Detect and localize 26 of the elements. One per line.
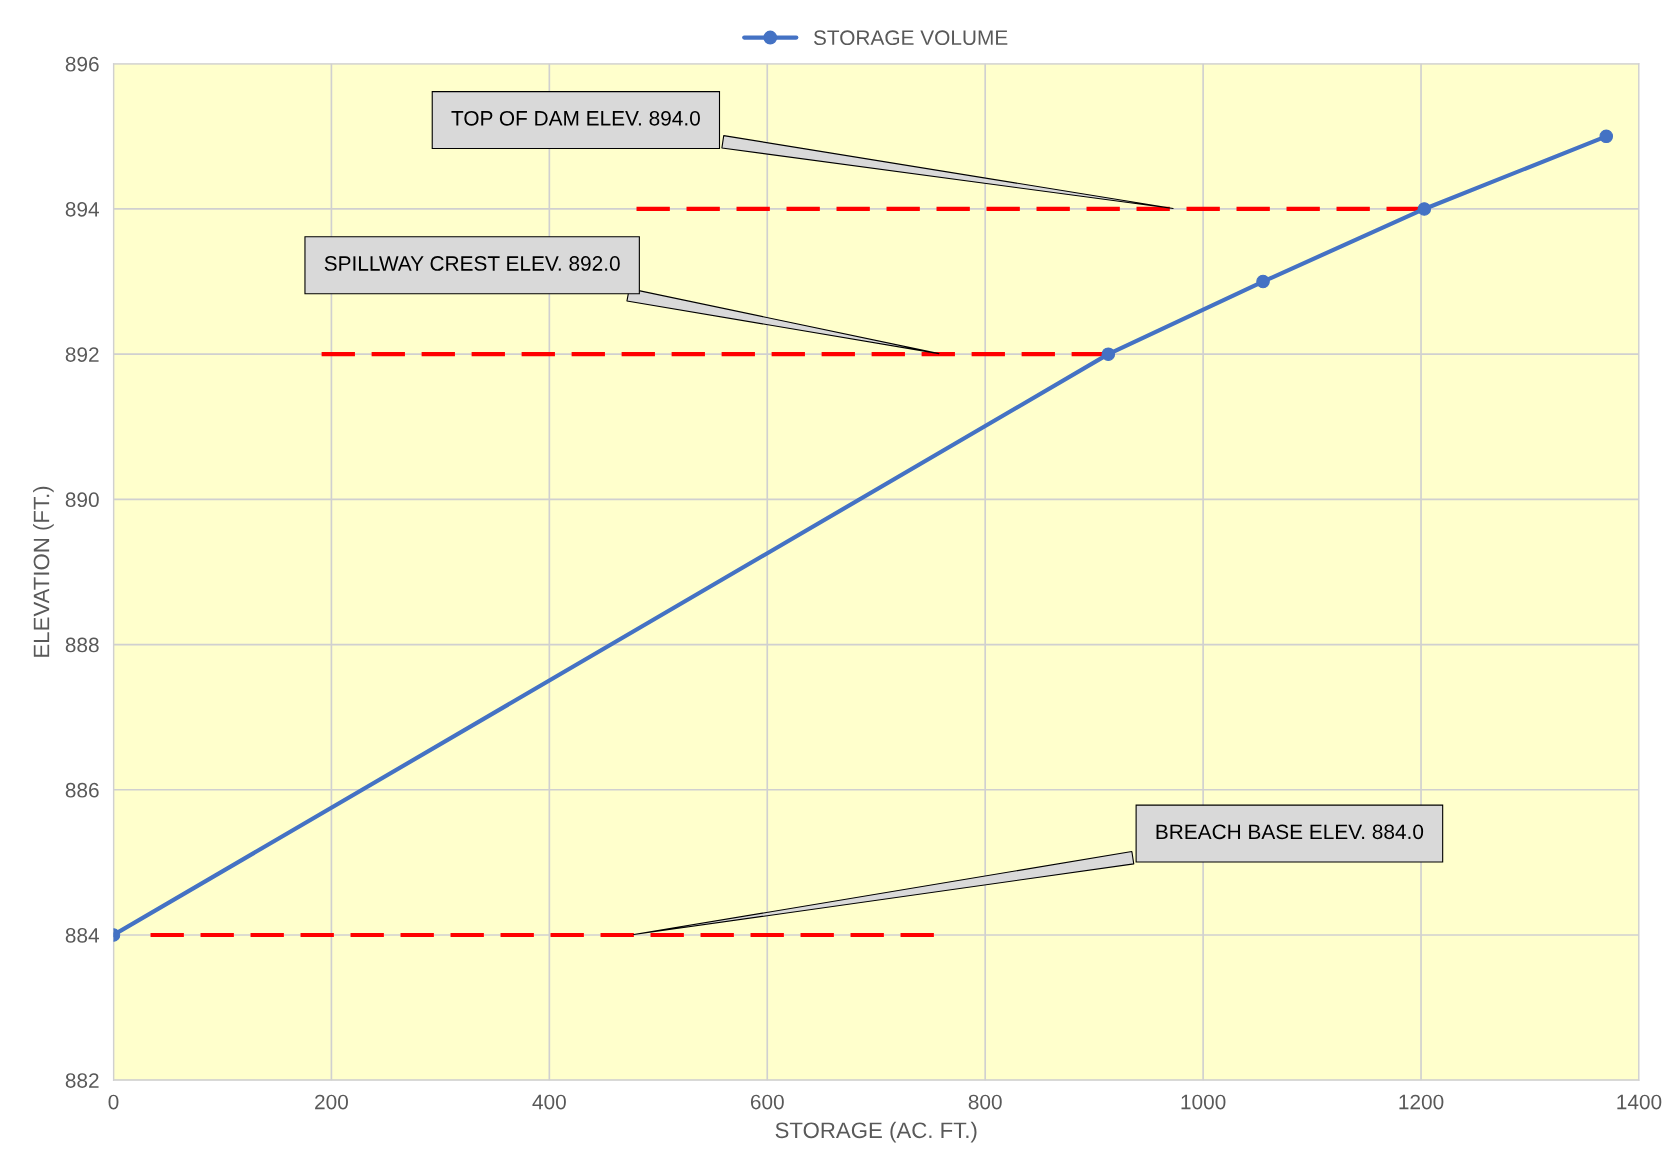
annotation: TOP OF DAM ELEV. 894.0 bbox=[451, 110, 700, 126]
y-tick-label: 882 bbox=[65, 1073, 99, 1088]
y-tick-label: 886 bbox=[65, 782, 99, 798]
y-axis-title: ELEVATION (FT.) bbox=[33, 486, 54, 657]
x-tick-label: 1000 bbox=[1181, 1094, 1226, 1110]
y-tick-label: 888 bbox=[65, 637, 99, 653]
annotation: SPILLWAY CREST ELEV. 892.0 bbox=[324, 256, 620, 271]
y-tick-label: 890 bbox=[65, 492, 99, 508]
y-tick-label: 884 bbox=[65, 927, 99, 943]
y-tick-label: 894 bbox=[65, 201, 99, 217]
annotation: BREACH BASE ELEV. 884.0 bbox=[1156, 824, 1424, 840]
point bbox=[1599, 129, 1614, 144]
point bbox=[1417, 202, 1432, 216]
x-tick-label: 600 bbox=[750, 1094, 784, 1110]
legend-label: STORAGE VOLUME bbox=[813, 30, 1008, 46]
x-tick-label: 400 bbox=[532, 1094, 566, 1110]
x-tick-label: 1400 bbox=[1617, 1094, 1662, 1110]
x-tick-label: 800 bbox=[968, 1094, 1002, 1110]
x-axis-title: STORAGE (AC. FT.) bbox=[775, 1121, 977, 1143]
x-tick-label: 1200 bbox=[1399, 1094, 1444, 1110]
x-tick-label: 0 bbox=[108, 1094, 119, 1110]
point bbox=[1256, 274, 1270, 289]
point bbox=[1101, 347, 1116, 361]
x-tick-label: 200 bbox=[315, 1094, 348, 1110]
y-tick-label: 892 bbox=[65, 347, 99, 362]
y-tick-label: 896 bbox=[65, 56, 99, 72]
